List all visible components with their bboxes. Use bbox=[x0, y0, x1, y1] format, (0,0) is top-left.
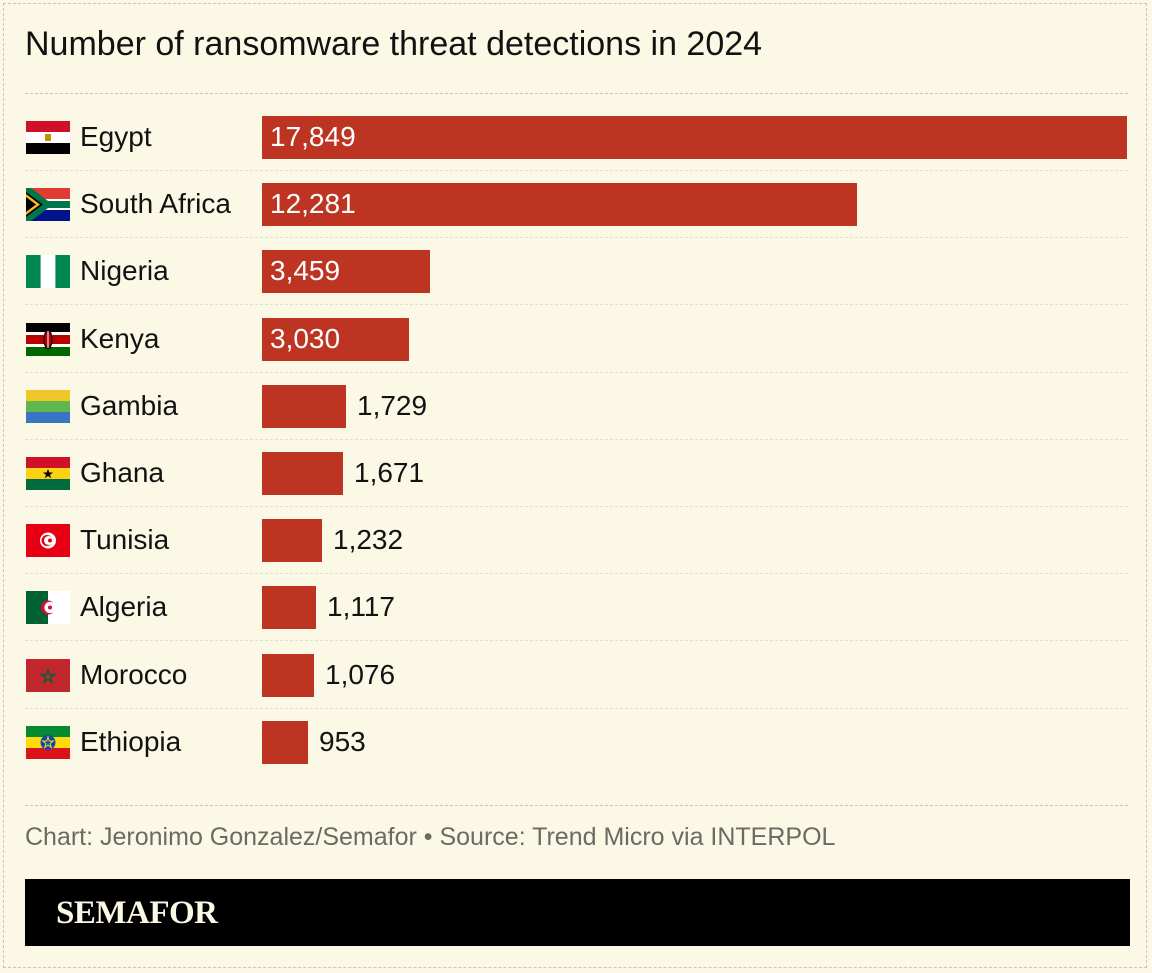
row-divider bbox=[25, 708, 1128, 709]
bar-value-label: 1,117 bbox=[327, 591, 395, 622]
ethiopia-flag-icon bbox=[26, 726, 70, 759]
bar-value-label: 1,729 bbox=[357, 390, 428, 421]
chart-credit: Chart: Jeronimo Gonzalez/Semafor • Sourc… bbox=[25, 823, 836, 851]
bar bbox=[262, 318, 409, 361]
bar-row: Egypt 17,849 bbox=[0, 104, 1152, 171]
row-divider bbox=[25, 237, 1128, 238]
bar-row: Morocco 1,076 bbox=[0, 642, 1152, 709]
algeria-flag-icon bbox=[26, 591, 70, 624]
egypt-flag-icon bbox=[26, 121, 70, 154]
bar bbox=[262, 721, 308, 764]
bar-row: Ethiopia 953 bbox=[0, 709, 1152, 776]
nigeria-flag-icon bbox=[26, 255, 70, 288]
bar-row: Tunisia 1,232 bbox=[0, 507, 1152, 574]
kenya-flag-icon bbox=[26, 323, 70, 356]
country-label: Kenya bbox=[80, 323, 160, 354]
header-divider bbox=[25, 93, 1128, 94]
bar bbox=[262, 116, 1127, 159]
row-divider bbox=[25, 304, 1128, 305]
bar-value-label: 1,076 bbox=[325, 659, 396, 690]
row-divider bbox=[25, 573, 1128, 574]
morocco-flag-icon bbox=[26, 659, 70, 692]
bar bbox=[262, 385, 346, 428]
chart-frame bbox=[3, 3, 1147, 968]
bar-value-label: 12,281 bbox=[270, 188, 356, 219]
row-divider bbox=[25, 506, 1128, 507]
bar bbox=[262, 519, 322, 562]
country-label: Ethiopia bbox=[80, 726, 182, 757]
bar bbox=[262, 250, 430, 293]
country-label: Ghana bbox=[80, 457, 165, 488]
country-label: Gambia bbox=[80, 390, 179, 421]
bar bbox=[262, 586, 316, 629]
country-label: South Africa bbox=[80, 188, 231, 219]
gambia-flag-icon bbox=[26, 390, 70, 423]
bar-value-label: 3,030 bbox=[270, 323, 341, 354]
country-label: Morocco bbox=[80, 659, 188, 690]
bar-value-label: 1,671 bbox=[354, 457, 425, 488]
footer-divider bbox=[25, 805, 1128, 806]
brand-logo: SEMAFOR bbox=[56, 895, 218, 931]
ghana-flag-icon bbox=[26, 457, 70, 490]
bar bbox=[262, 183, 857, 226]
bar-row: South Africa 12,281 bbox=[0, 171, 1152, 238]
country-label: Nigeria bbox=[80, 255, 169, 286]
bar-row: Kenya 3,030 bbox=[0, 306, 1152, 373]
country-label: Egypt bbox=[80, 121, 152, 152]
bar bbox=[262, 452, 343, 495]
country-label: Algeria bbox=[80, 591, 168, 622]
chart-title: Number of ransomware threat detections i… bbox=[25, 25, 763, 63]
bar-row: Nigeria 3,459 bbox=[0, 238, 1152, 305]
row-divider bbox=[25, 170, 1128, 171]
bar-value-label: 17,849 bbox=[270, 121, 356, 152]
row-divider bbox=[25, 372, 1128, 373]
bar-row: Gambia 1,729 bbox=[0, 373, 1152, 440]
row-divider bbox=[25, 439, 1128, 440]
row-divider bbox=[25, 640, 1128, 641]
bar-value-label: 953 bbox=[319, 726, 366, 757]
tunisia-flag-icon bbox=[26, 524, 70, 557]
bar-row: Algeria 1,117 bbox=[0, 574, 1152, 641]
bar-value-label: 3,459 bbox=[270, 255, 341, 286]
bar-row: Ghana 1,671 bbox=[0, 440, 1152, 507]
south-africa-flag-icon bbox=[26, 188, 70, 221]
brand-bar: SEMAFOR bbox=[25, 879, 1130, 946]
country-label: Tunisia bbox=[80, 524, 170, 555]
bar-value-label: 1,232 bbox=[333, 524, 404, 555]
bar bbox=[262, 654, 314, 697]
